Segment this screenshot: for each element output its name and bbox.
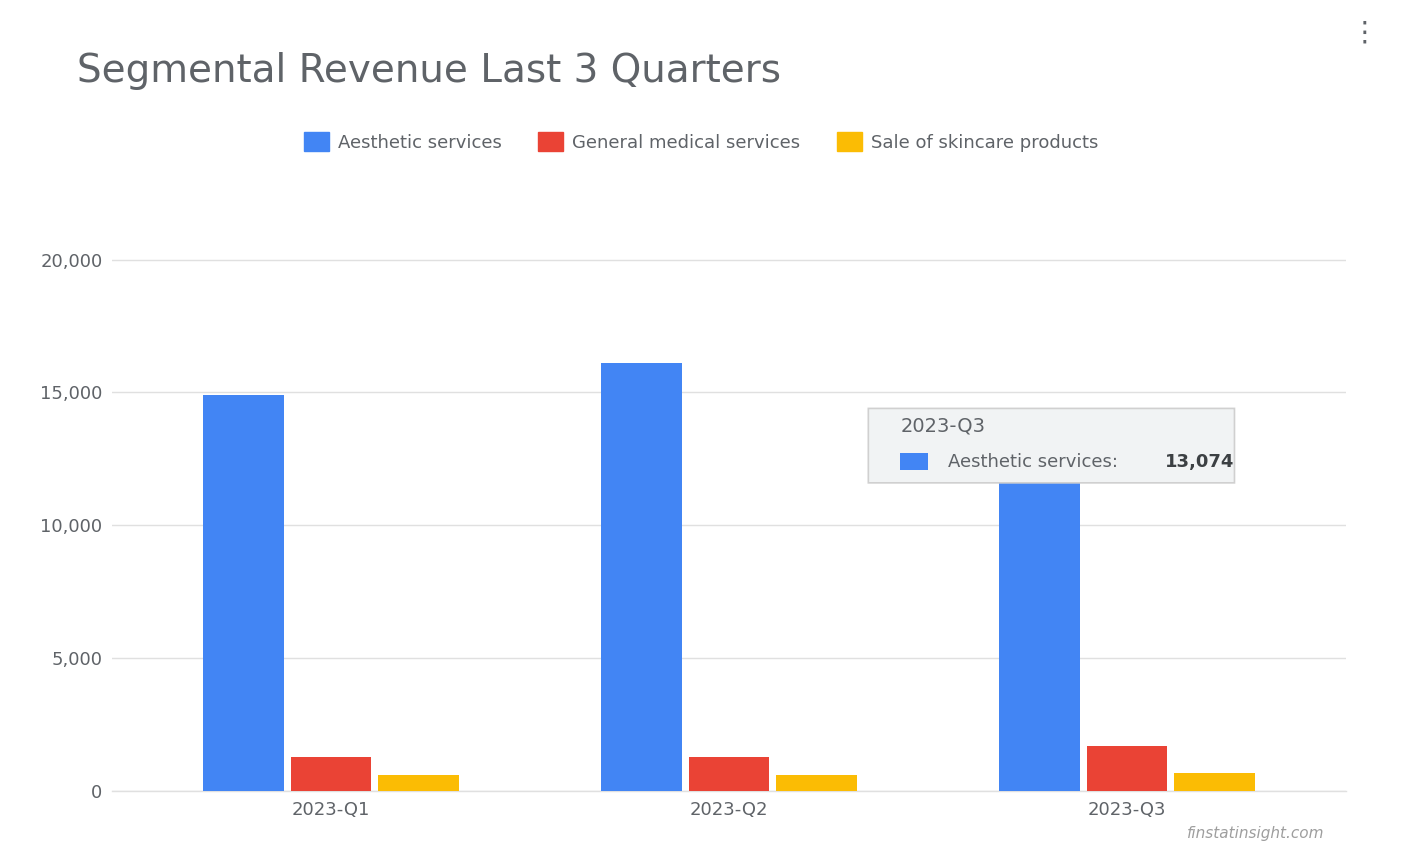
Bar [290, 757, 372, 791]
Legend: Aesthetic services, General medical services, Sale of skincare products: Aesthetic services, General medical serv… [296, 125, 1106, 159]
Bar [379, 775, 458, 791]
Bar [1000, 444, 1080, 791]
FancyBboxPatch shape [868, 408, 1235, 482]
Bar [203, 395, 283, 791]
Bar [1087, 746, 1168, 791]
Text: ⋮: ⋮ [1350, 19, 1378, 47]
Bar [688, 757, 770, 791]
Bar [1175, 772, 1255, 791]
Bar [601, 363, 681, 791]
Bar [777, 775, 857, 791]
Text: 2023-Q3: 2023-Q3 [900, 416, 986, 435]
Text: 13,074: 13,074 [1165, 452, 1234, 470]
Text: finstatinsight.com: finstatinsight.com [1187, 826, 1325, 841]
Bar [900, 453, 928, 470]
Text: Segmental Revenue Last 3 Quarters: Segmental Revenue Last 3 Quarters [77, 52, 781, 89]
Text: Aesthetic services:: Aesthetic services: [948, 452, 1123, 470]
